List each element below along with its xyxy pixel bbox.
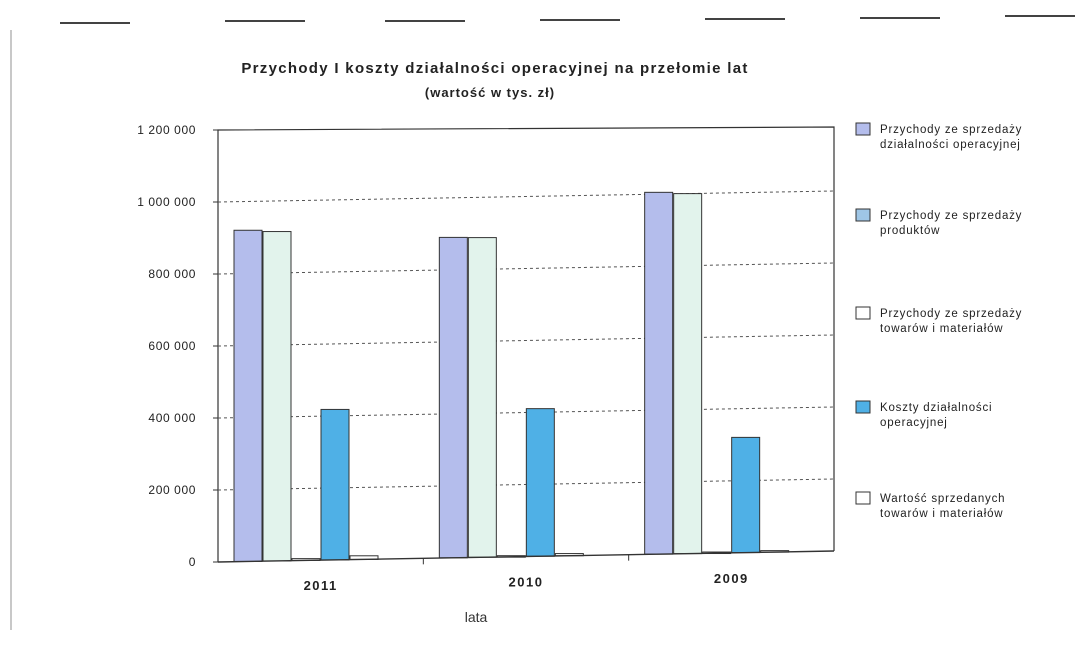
legend-label: towarów i materiałów <box>880 508 1003 520</box>
y-tick-label: 600 000 <box>148 339 196 353</box>
bar <box>262 231 292 562</box>
plot-area: 0 200 000 400 000 600 000 800 000 1 000 000 1 … <box>137 123 835 593</box>
y-tick-label: 1 000 000 <box>137 195 196 209</box>
legend-label: Przychody ze sprzedaży <box>880 210 1022 222</box>
bar <box>320 408 350 561</box>
gridline <box>217 190 835 203</box>
scan-dash <box>60 22 130 24</box>
gridline <box>217 262 835 275</box>
legend-label: towarów i materiałów <box>880 323 1003 335</box>
legend-label: produktów <box>880 225 940 237</box>
y-tick-label: 800 000 <box>148 267 196 281</box>
chart-subtitle: (wartość w tys. zł) <box>425 85 555 100</box>
chart-title: Przychody I koszty działalności operacyj… <box>241 60 748 77</box>
bar <box>467 237 497 558</box>
legend-label: Koszty działalności <box>880 402 992 414</box>
bar <box>673 193 703 555</box>
x-axis-line <box>217 550 835 563</box>
bar <box>525 408 555 557</box>
legend-swatch <box>855 306 871 320</box>
y-tick-label: 400 000 <box>148 411 196 425</box>
legend-label: Przychody ze sprzedaży <box>880 308 1022 320</box>
scan-left-border <box>10 30 12 630</box>
legend: Przychody ze sprzedaży działalności opera… <box>855 122 1022 520</box>
bar <box>644 191 674 555</box>
scan-dash <box>385 20 465 22</box>
x-tick-label: 2010 <box>509 575 544 590</box>
x-axis-label: lata <box>465 609 488 625</box>
bar <box>233 229 263 562</box>
bar <box>438 236 468 559</box>
legend-swatch <box>855 400 871 414</box>
scan-dash <box>705 18 785 20</box>
legend-label: działalności operacyjnej <box>880 139 1021 151</box>
legend-swatch <box>855 491 871 505</box>
scan-dash <box>540 19 620 21</box>
y-tick-label: 0 <box>189 555 196 569</box>
gridline <box>217 334 835 347</box>
legend-swatch <box>855 122 871 136</box>
x-tick-label: 2011 <box>304 578 338 593</box>
scan-dash <box>225 20 305 22</box>
legend-label: Wartość sprzedanych <box>880 493 1005 505</box>
y-tick-label: 200 000 <box>148 483 196 497</box>
legend-label: operacyjnej <box>880 417 948 429</box>
scan-dash <box>1005 15 1075 17</box>
legend-swatch <box>855 208 871 222</box>
bar <box>731 436 761 554</box>
legend-label: Przychody ze sprzedaży <box>880 124 1022 136</box>
y-tick-label: 1 200 000 <box>137 123 196 137</box>
scan-dash <box>860 17 940 19</box>
x-tick-label: 2009 <box>714 571 749 586</box>
